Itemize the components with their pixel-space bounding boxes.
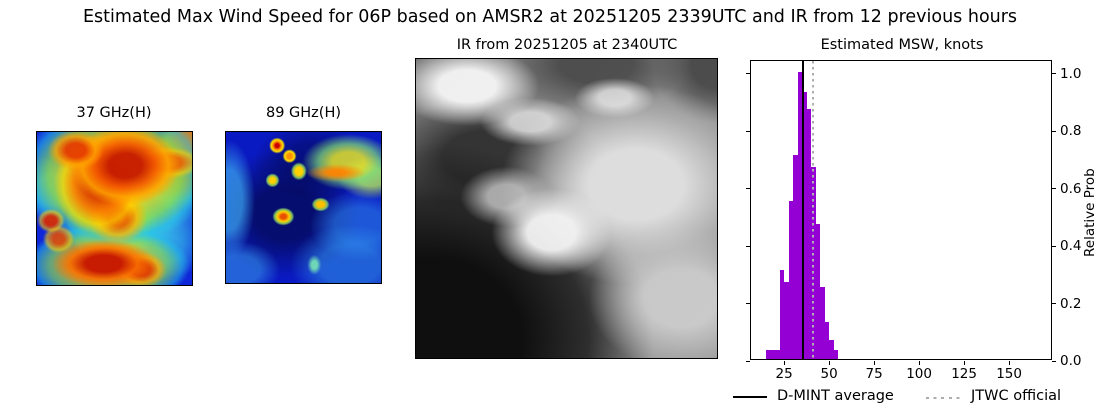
histogram-bar — [829, 340, 834, 359]
y-tick-mark-left — [746, 188, 750, 190]
histogram-bar — [775, 350, 780, 359]
y-tick-label: 0.8 — [1060, 123, 1082, 140]
y-tick-mark-right — [1052, 188, 1056, 190]
x-tick-mark — [874, 361, 876, 365]
y-tick-mark-left — [746, 303, 750, 305]
x-tick-label: 150 — [996, 366, 1022, 382]
histogram-bar — [779, 270, 785, 359]
y-tick-mark-left — [746, 245, 750, 247]
legend-label-jtwc: JTWC official — [971, 388, 1062, 404]
x-tick-mark — [919, 361, 921, 365]
x-tick-mark — [784, 361, 786, 365]
y-tick-label: 0.6 — [1060, 180, 1082, 197]
y-tick-mark-right — [1052, 303, 1056, 305]
y-tick-mark-right — [1052, 130, 1056, 132]
histogram-bar — [806, 109, 812, 359]
histogram-bar — [797, 71, 803, 359]
jtwc-official-line — [811, 61, 815, 359]
microwave-37ghz-image — [36, 131, 193, 286]
microwave-89ghz-image — [225, 131, 382, 284]
y-tick-label: 0.2 — [1060, 295, 1082, 312]
x-tick-label: 25 — [775, 366, 793, 382]
x-tick-mark — [1009, 361, 1011, 365]
jtwc-official-line-sample — [926, 397, 964, 400]
histogram-bar — [815, 224, 821, 359]
figure-title: Estimated Max Wind Speed for 06P based o… — [82, 7, 1018, 27]
y-tick-mark-left — [746, 130, 750, 132]
y-tick-label: 0.4 — [1060, 238, 1082, 255]
histogram-bar — [788, 201, 794, 359]
histogram-bar — [802, 92, 807, 359]
x-tick-mark — [964, 361, 966, 365]
legend-label-dmint: D-MINT average — [777, 388, 894, 404]
panel-title-ir: IR from 20251205 at 2340UTC — [456, 37, 678, 53]
hist-y-axis-label: Relative Prob — [1082, 168, 1098, 257]
x-tick-mark — [829, 361, 831, 365]
histogram-bar — [766, 350, 771, 359]
histogram-bar — [820, 287, 825, 359]
y-tick-mark-right — [1052, 360, 1056, 362]
x-tick-label: 125 — [951, 366, 977, 382]
histogram-bar — [793, 155, 798, 359]
x-tick-label: 75 — [865, 366, 883, 382]
histogram-bar — [824, 321, 830, 359]
y-tick-label: 0.0 — [1060, 353, 1082, 369]
y-tick-mark-right — [1052, 73, 1056, 75]
histogram-bar — [833, 350, 839, 359]
x-tick-label: 50 — [820, 366, 838, 382]
dmint-average-line — [802, 61, 804, 359]
x-tick-label: 100 — [906, 366, 932, 382]
panel-title-89ghz: 89 GHz(H) — [265, 105, 342, 121]
y-tick-mark-left — [746, 73, 750, 75]
panel-title-histogram: Estimated MSW, knots — [820, 37, 984, 53]
panel-title-37ghz: 37 GHz(H) — [76, 105, 152, 121]
y-tick-mark-left — [746, 360, 750, 362]
ir-satellite-image — [415, 58, 718, 359]
y-tick-mark-right — [1052, 245, 1056, 247]
dmint-average-line-sample — [733, 396, 767, 399]
histogram-bar — [784, 281, 789, 359]
histogram-bar — [770, 350, 776, 359]
msw-histogram-plot: 25 50 75 100 125 150 0.0 0.2 0.4 0.6 0.8 1.0 — [746, 60, 1081, 382]
y-tick-label: 1.0 — [1060, 65, 1082, 82]
